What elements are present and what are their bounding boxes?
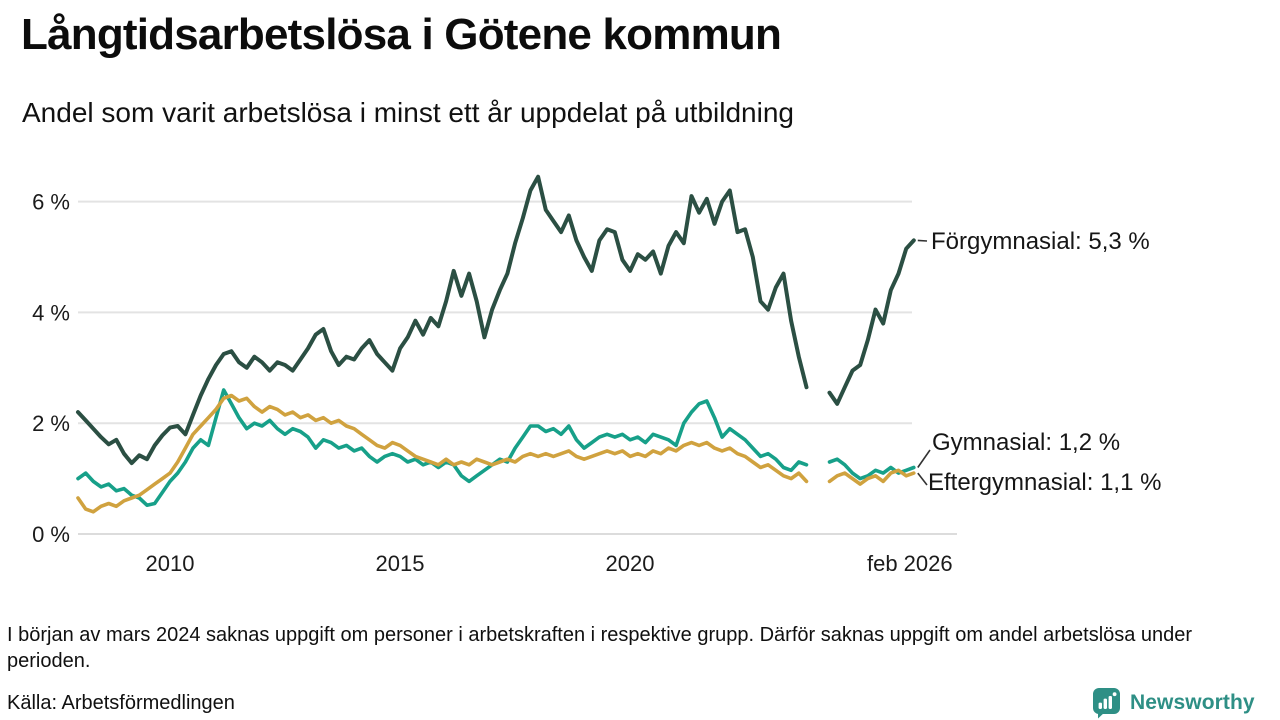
series-end-label-gymnasial: Gymnasial: 1,2 % — [932, 429, 1121, 456]
y-axis-tick-label: 2 % — [32, 411, 70, 436]
bar-chart-speech-bubble-icon — [1093, 688, 1120, 719]
label-leader-line — [917, 449, 931, 468]
newsworthy-logotype: Newsworthy — [1130, 691, 1255, 714]
x-axis-tick-label: 2020 — [606, 551, 655, 576]
y-axis-tick-label: 4 % — [32, 300, 70, 325]
chart-title: Långtidsarbetslösa i Götene kommun — [21, 10, 782, 59]
chart-subtitle: Andel som varit arbetslösa i minst ett å… — [22, 97, 794, 128]
series-line-eftergymnasial — [76, 393, 916, 514]
footnote: I början av mars 2024 saknas uppgift om … — [7, 624, 1193, 672]
source-label: Källa: Arbetsförmedlingen — [7, 692, 235, 714]
label-leader-line — [917, 239, 928, 242]
series-line-gymnasial — [76, 388, 916, 507]
series-end-label-eftergymnasial: Eftergymnasial: 1,1 % — [928, 469, 1162, 496]
newsworthy-logo: Newsworthy — [1092, 687, 1255, 719]
y-axis-tick-label: 0 % — [32, 522, 70, 547]
x-axis-tick-label: 2015 — [376, 551, 425, 576]
label-leader-line — [917, 472, 928, 486]
series-line-förgymnasial — [76, 174, 916, 466]
x-axis-tick-label: 2010 — [146, 551, 195, 576]
y-axis-tick-label: 6 % — [32, 190, 70, 215]
series-end-label-forgymnasial: Förgymnasial: 5,3 % — [931, 228, 1150, 255]
x-axis-tick-label: feb 2026 — [867, 551, 953, 576]
